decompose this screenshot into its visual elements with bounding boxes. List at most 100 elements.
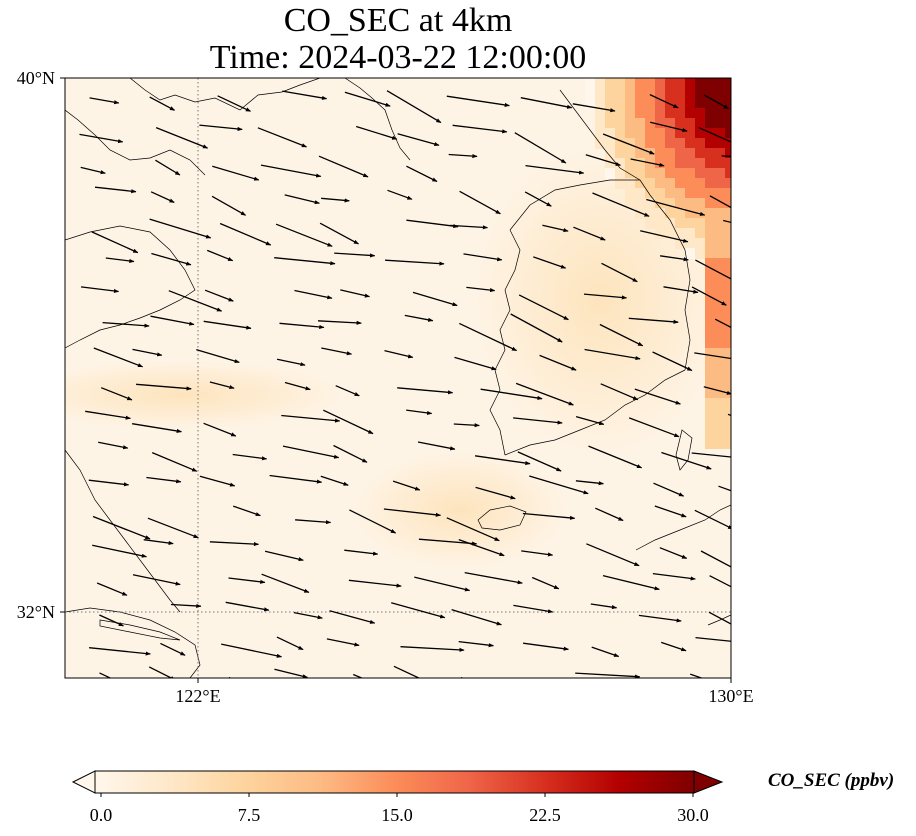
concentration-cell — [735, 128, 746, 139]
wind-arrow — [660, 641, 687, 652]
coast-liaodong — [129, 78, 321, 111]
colorbar-bar — [94, 770, 695, 794]
coast-north-korea — [509, 179, 640, 231]
concentration-cell — [715, 378, 726, 389]
concentration-cell — [655, 218, 666, 229]
wind-arrow — [340, 289, 371, 298]
wind-arrow — [284, 194, 320, 205]
wind-arrow — [691, 286, 727, 306]
concentration-cell — [655, 208, 666, 219]
concentration-cell — [735, 278, 746, 289]
wind-arrow — [392, 480, 421, 491]
coastlines — [65, 78, 731, 678]
concentration-cell — [685, 238, 696, 249]
concentration-cell — [735, 408, 746, 419]
concentration-cell — [725, 398, 731, 409]
concentration-cell — [705, 308, 716, 319]
concentration-cell — [725, 158, 731, 169]
concentration-cell — [625, 128, 636, 139]
concentration-cell — [735, 138, 746, 149]
wind-arrow — [575, 480, 604, 486]
wind-arrow — [344, 91, 391, 107]
wind-arrow — [352, 673, 364, 678]
concentration-cell — [725, 108, 731, 119]
concentration-cell — [715, 218, 726, 229]
concentration-cell — [605, 118, 616, 129]
wind-arrow — [525, 164, 585, 175]
concentration-cell — [685, 228, 696, 239]
concentration-cell — [605, 88, 616, 99]
concentration-cell — [625, 108, 636, 119]
concentration-cell — [705, 398, 716, 409]
wind-arrow — [475, 455, 531, 466]
wind-arrow — [203, 422, 237, 437]
plume-band — [65, 360, 350, 430]
concentration-cell — [715, 388, 726, 399]
wind-arrow — [652, 351, 693, 372]
wind-arrow — [228, 577, 266, 584]
chart-title: CO_SEC at 4km Time: 2024-03-22 12:00:00 — [65, 2, 731, 76]
concentration-cell — [735, 358, 746, 369]
coast-jeju — [477, 505, 527, 531]
wind-arrow — [150, 315, 195, 326]
wind-arrow — [387, 189, 413, 200]
wind-arrow — [703, 386, 731, 395]
wind-arrow — [659, 547, 688, 560]
concentration-cell — [665, 178, 676, 189]
concentration-cell — [735, 398, 746, 409]
wind-arrow — [196, 348, 240, 364]
wind-arrow — [646, 679, 697, 683]
concentration-cell — [715, 88, 726, 99]
concentration-cell — [725, 218, 731, 229]
concentration-cell — [735, 198, 746, 209]
concentration-cell — [625, 148, 636, 159]
concentration-cell — [675, 238, 686, 249]
concentration-cell — [705, 238, 716, 249]
concentration-cell — [705, 268, 716, 279]
wind-arrow — [595, 507, 624, 522]
wind-arrow — [98, 441, 129, 450]
wind-arrow — [261, 573, 310, 594]
wind-arrow — [449, 224, 489, 230]
concentration-cell — [655, 188, 666, 199]
concentration-cell — [655, 178, 666, 189]
wind-arrow — [282, 90, 328, 100]
concentration-cell — [705, 298, 716, 309]
wind-arrow — [151, 452, 198, 472]
concentration-cell — [715, 438, 726, 449]
concentration-cell — [705, 348, 716, 359]
wind-arrow — [320, 475, 349, 486]
wind-arrow — [323, 409, 374, 435]
concentration-cell — [715, 118, 726, 129]
concentration-cell — [685, 78, 696, 89]
concentration-cell — [715, 408, 726, 419]
wind-arrow — [100, 387, 133, 401]
concentration-cell — [705, 428, 716, 439]
concentration-cell — [715, 198, 726, 209]
concentration-cell — [715, 428, 726, 439]
concentration-cell — [715, 78, 726, 89]
gridlines — [65, 78, 731, 678]
wind-arrow — [88, 479, 130, 487]
concentration-cell — [705, 388, 716, 399]
wind-arrow — [515, 382, 574, 406]
wind-arrow — [92, 515, 151, 540]
concentration-cell — [705, 278, 716, 289]
concentration-cell — [595, 108, 606, 119]
wind-arrow — [131, 423, 182, 434]
concentration-cell — [705, 408, 716, 419]
wind-arrow — [132, 574, 181, 586]
wind-arrow — [319, 222, 359, 245]
wind-arrow — [406, 409, 433, 415]
concentration-cell — [655, 128, 666, 139]
concentration-cell — [715, 188, 726, 199]
concentration-cell — [625, 98, 636, 109]
wind-arrow — [700, 550, 731, 568]
wind-arrow — [295, 519, 332, 525]
concentration-cell — [715, 178, 726, 189]
concentration-cell — [665, 158, 676, 169]
concentration-cell — [715, 208, 726, 219]
concentration-cell — [725, 78, 731, 89]
wind-arrow — [260, 164, 322, 178]
wind-arrow — [348, 579, 402, 588]
